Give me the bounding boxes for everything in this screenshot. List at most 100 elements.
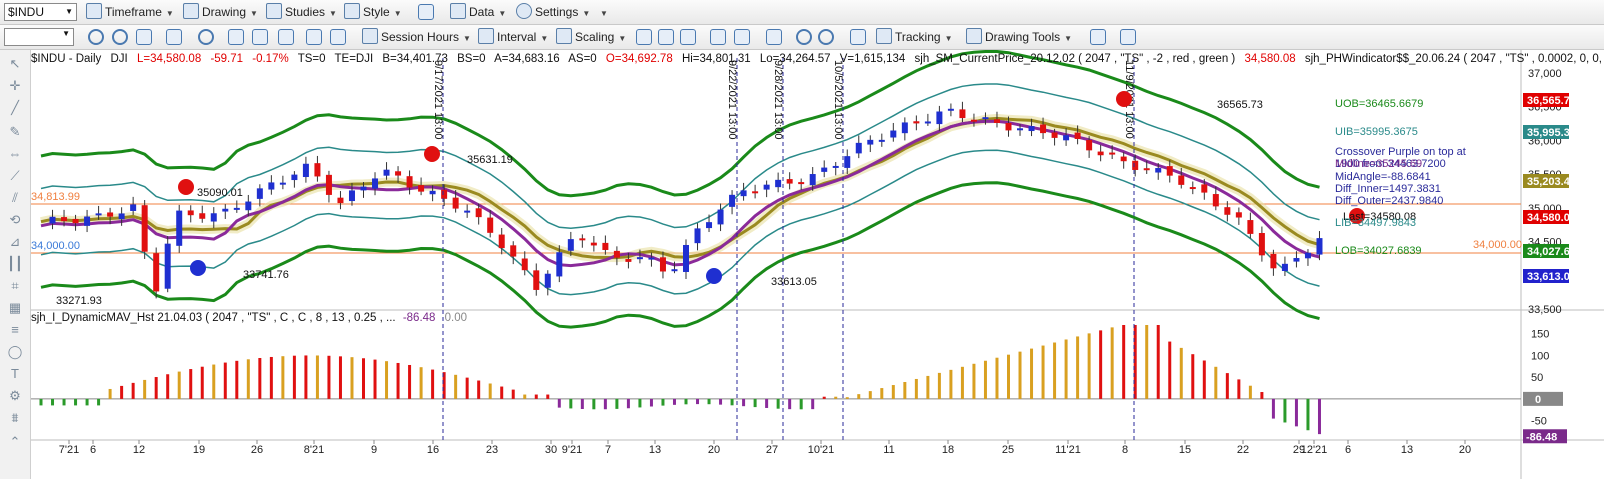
drawing-tools-label: Drawing Tools [985, 30, 1061, 44]
interval-input[interactable]: ▼ [4, 28, 74, 46]
channel-icon[interactable]: ⫽ [12, 190, 18, 205]
drawing-menu[interactable]: Drawing ▼ [183, 3, 258, 21]
price-chart[interactable]: 9/17/2021 13:00 9/22/2021 13:00 9/28/2021 … [31, 50, 1604, 479]
candle-body [1109, 152, 1116, 155]
band-label: UOB=36465.6679 [1335, 98, 1423, 110]
candle-body [187, 210, 194, 216]
candle-body [1212, 194, 1219, 207]
date-tick-label: 30 [545, 444, 557, 456]
format-icon[interactable] [330, 29, 346, 45]
cycle-icon[interactable]: ⟲ [9, 212, 21, 227]
band-label: 1900 from 34463.7200 [1335, 158, 1446, 170]
histogram-zero: 0.00 [444, 312, 468, 324]
upper-inner-band [40, 83, 1320, 229]
candle-body [395, 171, 402, 176]
session-hours-menu[interactable]: Session Hours ▼ [362, 28, 471, 46]
table-icon[interactable]: ▦ [8, 300, 22, 315]
candle-body [613, 250, 620, 258]
chart-image-icon[interactable] [252, 29, 268, 45]
midline-purple [40, 119, 1320, 268]
candle-body [61, 217, 68, 222]
line-chart-icon[interactable] [278, 29, 294, 45]
info-te: TE=DJI [334, 53, 374, 65]
main-toolbar: $INDU ▼ Timeframe ▼ Drawing ▼ Studies ▼ Styl… [0, 0, 1604, 25]
settings-small-icon[interactable] [306, 29, 322, 45]
candle-body [1224, 207, 1231, 215]
price-badge [1523, 210, 1569, 224]
grid-icon[interactable] [136, 29, 152, 45]
info-as: AS=0 [568, 53, 597, 65]
band-label: Last=34580.08 [1343, 211, 1416, 223]
candle-body [118, 213, 125, 220]
crosshair-tool-icon[interactable]: ✛ [9, 78, 21, 93]
timeframe-menu[interactable]: Timeframe ▼ [86, 3, 174, 21]
price-annotation: 33613.05 [771, 276, 817, 288]
fib-icon[interactable]: ⊿ [9, 234, 21, 249]
date-tick-label: 22 [1237, 444, 1249, 456]
candle-body [740, 190, 747, 197]
horizontal-lines-icon[interactable]: ≡ [11, 322, 19, 337]
date-tick-label: 7 [605, 444, 611, 456]
price-axis[interactable]: 37,00036,50036,00035,50035,00034,50034,0… [1523, 68, 1571, 444]
bar-chart-icon[interactable] [636, 29, 652, 45]
circle-icon[interactable]: ◯ [7, 344, 23, 359]
info-last: L=34,580.08 [136, 53, 202, 65]
studies-menu[interactable]: Studies ▼ [266, 3, 337, 21]
drawing-tools-menu[interactable]: Drawing Tools ▼ [966, 28, 1072, 46]
candle-body [337, 197, 344, 204]
zoom-in-icon[interactable] [796, 29, 812, 45]
candle-body [809, 174, 816, 186]
pointer-icon[interactable]: ↖ [9, 56, 21, 71]
hst-tick-label: 150 [1531, 329, 1549, 341]
candlestick-icon[interactable] [658, 29, 674, 45]
settings-menu[interactable]: Settings ▼ [516, 3, 590, 21]
ohlc-icon[interactable] [710, 29, 726, 45]
candle-body [1017, 128, 1024, 131]
volume-icon[interactable] [734, 29, 750, 45]
gann-icon[interactable]: ⌗ [11, 278, 19, 293]
clock-icon[interactable] [198, 29, 214, 45]
gear-tool-icon[interactable]: ⚙ [9, 388, 21, 403]
date-tick-label: 10'21 [808, 444, 835, 456]
layout-icon[interactable] [418, 4, 434, 20]
scaling-menu[interactable]: Scaling ▼ [556, 28, 626, 46]
pattern-icon[interactable]: ⩩ [11, 410, 19, 425]
vertical-lines-icon[interactable]: ┃┃ [7, 256, 23, 271]
data-menu[interactable]: Data ▼ [450, 3, 506, 21]
ray-icon[interactable]: ⟋ [10, 168, 20, 183]
search-icon[interactable] [166, 29, 182, 45]
studies-icon [266, 3, 282, 19]
tracking-menu[interactable]: Tracking ▼ [876, 28, 953, 46]
candle-body [1304, 252, 1311, 259]
text-icon[interactable]: T [11, 366, 19, 381]
indicator-icon[interactable] [1120, 29, 1136, 45]
price-tick-label: 33,500 [1528, 304, 1562, 316]
style-menu[interactable]: Style ▼ [344, 3, 402, 21]
candle-body [567, 239, 574, 251]
scroll-up-icon[interactable]: ⌃ [9, 434, 21, 449]
info-bid: B=34,401.73 [382, 53, 448, 65]
cursor-icon[interactable] [228, 29, 244, 45]
trend-icon[interactable] [1090, 29, 1106, 45]
symbol-input[interactable]: $INDU ▼ [4, 3, 77, 21]
band-label: LIB=34497.9843 [1335, 217, 1416, 229]
more-menu[interactable]: ▼ [600, 9, 608, 18]
candle-body [268, 182, 275, 190]
crosshair-icon[interactable] [850, 29, 866, 45]
date-tick-label: 16 [427, 444, 439, 456]
link-icon[interactable] [112, 29, 128, 45]
pencil-icon[interactable]: ✎ [9, 124, 21, 139]
interval-menu[interactable]: Interval ▼ [478, 28, 548, 46]
trendline-icon[interactable]: ╱ [11, 100, 19, 115]
arrows-icon[interactable]: ⇔ [8, 146, 22, 161]
candle-body [233, 207, 240, 210]
date-axis[interactable]: 7'21 6 12 19 26 8'21 9 16 23 30 9'21 7 13 20 27 10'21 11… [59, 440, 1471, 456]
secondary-toolbar: ▼ Session Hours ▼ Interval ▼ Scaling ▼ Trac… [0, 25, 1604, 50]
drawing-label: Drawing [202, 5, 247, 19]
layout2-icon[interactable] [766, 29, 782, 45]
refresh-icon[interactable] [88, 29, 104, 45]
info-symbol: $INDU - Daily [31, 53, 102, 65]
interval-icon [478, 28, 494, 44]
hollow-candle-icon[interactable] [680, 29, 696, 45]
zoom-out-icon[interactable] [818, 29, 834, 45]
